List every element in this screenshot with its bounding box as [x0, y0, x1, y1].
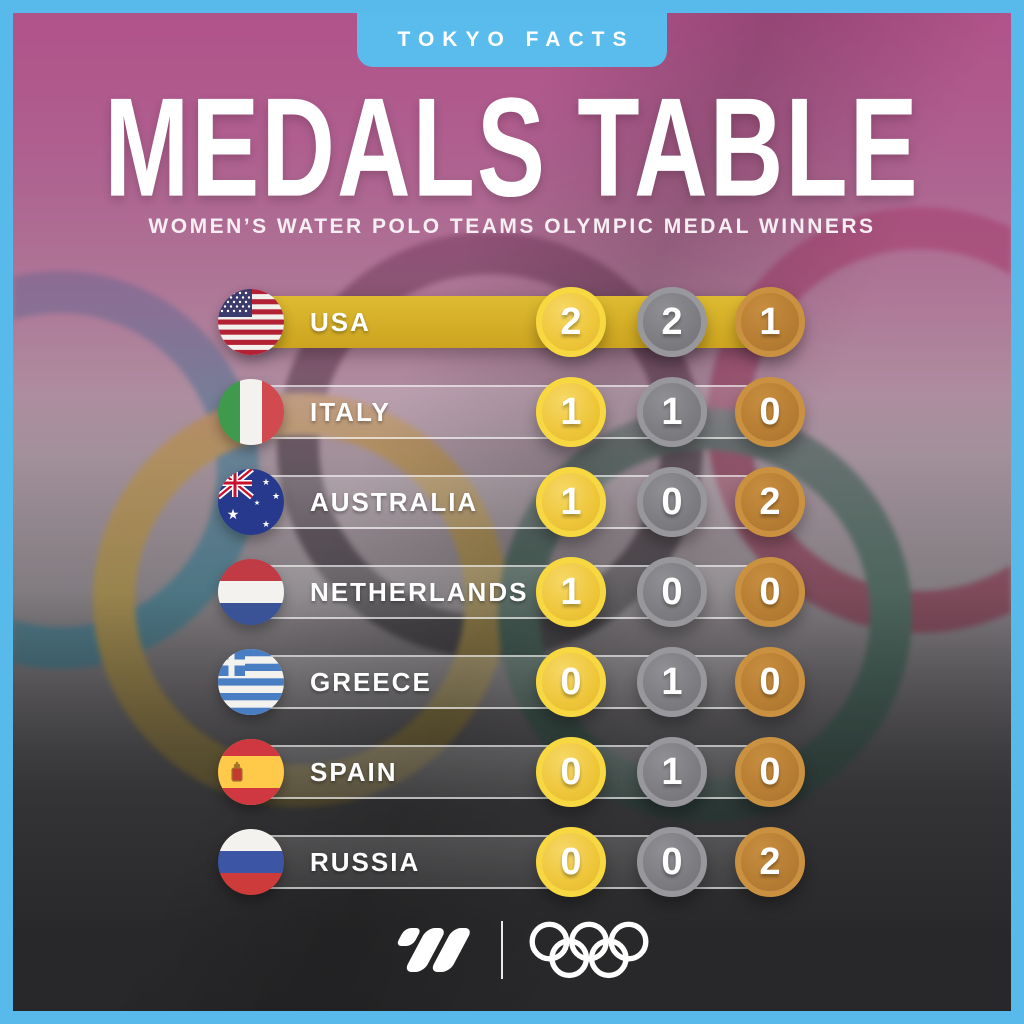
gold-medal-badge: 0 — [536, 737, 606, 807]
table-row: SPAIN 0 1 0 — [213, 737, 813, 807]
olympic-rings-icon — [529, 921, 649, 978]
table-row: ★ ★ ★ ★ ★ AUSTRALIA 1 0 2 — [213, 467, 813, 537]
country-label: ITALY — [310, 396, 391, 427]
silver-medal-badge: 0 — [637, 557, 707, 627]
gold-medal-badge: 0 — [536, 647, 606, 717]
silver-medal-badge: 2 — [637, 287, 707, 357]
bronze-medal-badge: 0 — [735, 647, 805, 717]
bronze-medal-badge: 0 — [735, 557, 805, 627]
country-label: NETHERLANDS — [310, 576, 529, 607]
bronze-medal-badge: 0 — [735, 377, 805, 447]
bronze-medal-badge: 2 — [735, 467, 805, 537]
svg-text:★: ★ — [272, 492, 280, 502]
svg-text:★: ★ — [254, 499, 260, 507]
gold-medal-badge: 1 — [536, 557, 606, 627]
country-label: RUSSIA — [310, 846, 421, 877]
silver-medal-badge: 1 — [637, 377, 707, 447]
greece-flag-icon — [218, 649, 284, 715]
silver-medal-badge: 0 — [637, 467, 707, 537]
bronze-medal-badge: 2 — [735, 827, 805, 897]
svg-text:★: ★ — [262, 520, 270, 530]
footer-logos — [13, 910, 1011, 990]
gold-medal-badge: 2 — [536, 287, 606, 357]
table-row: ITALY 1 1 0 — [213, 377, 813, 447]
page-title-text: MEDALS TABLE — [104, 68, 920, 227]
page-subtitle: WOMEN’S WATER POLO TEAMS OLYMPIC MEDAL W… — [148, 215, 876, 238]
page-title: MEDALS TABLE — [13, 77, 1011, 218]
silver-medal-badge: 0 — [637, 827, 707, 897]
table-row: USA 2 2 1 — [213, 287, 813, 357]
spain-flag-icon — [218, 739, 284, 805]
australia-flag-icon: ★ ★ ★ ★ ★ — [218, 469, 284, 535]
bronze-medal-badge: 0 — [735, 737, 805, 807]
country-label: GREECE — [310, 666, 432, 697]
flag-background: TOKYO FACTS MEDALS TABLE WOMEN’S WATER P… — [13, 13, 1011, 1011]
background-tint-overlay — [13, 13, 1011, 1011]
bronze-medal-badge: 1 — [735, 287, 805, 357]
background-fold-shadow — [13, 13, 1011, 1011]
silver-medal-badge: 1 — [637, 647, 707, 717]
gold-medal-badge: 0 — [536, 827, 606, 897]
w-slashes-icon — [397, 928, 470, 972]
country-label: USA — [310, 306, 371, 337]
gold-medal-badge: 1 — [536, 377, 606, 447]
tab-label: TOKYO FACTS — [397, 28, 635, 51]
usa-flag-icon — [218, 289, 284, 355]
table-row: NETHERLANDS 1 0 0 — [213, 557, 813, 627]
svg-text:★: ★ — [262, 478, 270, 488]
table-row: RUSSIA 0 0 2 — [213, 827, 813, 897]
netherlands-flag-icon — [218, 559, 284, 625]
coat-of-arms — [231, 761, 243, 782]
russia-flag-icon — [218, 829, 284, 895]
gold-medal-badge: 1 — [536, 467, 606, 537]
italy-flag-icon — [218, 379, 284, 445]
silver-medal-badge: 1 — [637, 737, 707, 807]
country-label: SPAIN — [310, 756, 398, 787]
footer-divider — [501, 921, 503, 979]
svg-text:★: ★ — [227, 507, 240, 523]
header-tab: TOKYO FACTS — [357, 13, 667, 67]
table-row: GREECE 0 1 0 — [213, 647, 813, 717]
country-label: AUSTRALIA — [310, 486, 479, 517]
